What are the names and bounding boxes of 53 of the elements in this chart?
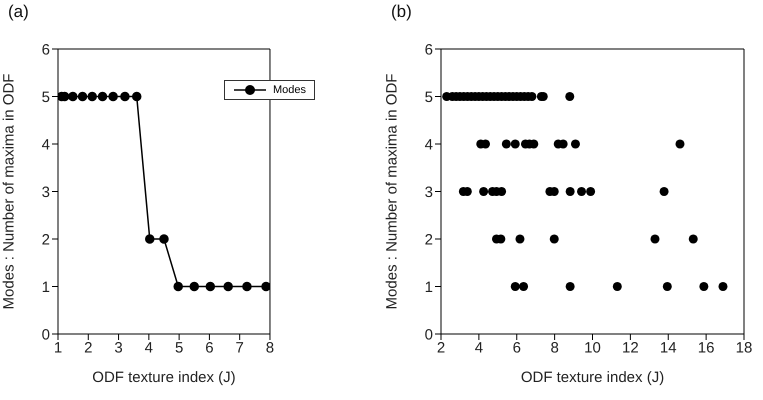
point (98, 92, 108, 102)
x-tick-label: 2 (84, 340, 92, 357)
x-tick-label: 7 (236, 340, 244, 357)
point (87, 92, 97, 102)
y-tick-label: 6 (42, 41, 50, 58)
x-tick-label: 1 (54, 340, 62, 357)
y-axis-title: Modes : Number of maxima in ODF (0, 74, 18, 310)
y-tick-label: 5 (42, 88, 50, 106)
chart-title: (b) (391, 2, 412, 22)
x-tick-label: 8 (550, 340, 559, 357)
x-tick-label: 5 (174, 340, 184, 357)
chart-title: (a) (8, 2, 29, 22)
x-tick-label: 4 (474, 340, 484, 357)
x-tick-label: 14 (660, 340, 677, 357)
point (190, 282, 200, 292)
point (78, 92, 88, 102)
x-tick-label: 3 (114, 340, 123, 357)
x-tick-label: 4 (144, 340, 154, 357)
x-tick-label: 10 (584, 340, 601, 357)
y-tick-label: 4 (42, 136, 50, 154)
y-tick-label: 5 (424, 88, 433, 106)
x-tick-label: 16 (698, 340, 714, 357)
y-tick-label: 0 (42, 326, 50, 344)
point (261, 282, 270, 292)
x-tick-label: 18 (736, 340, 752, 357)
y-tick-label: 6 (424, 41, 433, 58)
point (132, 92, 142, 102)
point (173, 282, 183, 292)
legend-label: Modes (272, 84, 306, 96)
x-tick-label: 6 (512, 340, 521, 357)
x-tick-label: 6 (205, 340, 214, 357)
y-tick-label: 1 (424, 278, 433, 296)
point (108, 92, 118, 102)
point (68, 92, 78, 102)
y-tick-label: 4 (424, 136, 433, 154)
y-tick-label: 3 (42, 184, 50, 201)
point (206, 282, 216, 292)
y-tick-label: 1 (42, 278, 50, 296)
x-tick-label: 12 (622, 340, 639, 357)
y-tick-label: 2 (424, 231, 433, 248)
point (145, 234, 154, 244)
y-tick-label: 3 (424, 184, 433, 201)
y-tick-label: 2 (42, 231, 50, 248)
point (159, 234, 169, 244)
x-tick-label: 8 (266, 340, 274, 357)
x-tick-label: 2 (436, 340, 446, 357)
point (120, 92, 130, 102)
x-axis-title: ODF texture index (J) (520, 369, 664, 386)
x-axis-title: ODF texture index (J) (92, 369, 236, 386)
point (223, 282, 233, 292)
y-axis-title: Modes : Number of maxima in ODF (383, 74, 400, 310)
y-tick-label: 0 (424, 326, 433, 344)
point (242, 282, 252, 292)
